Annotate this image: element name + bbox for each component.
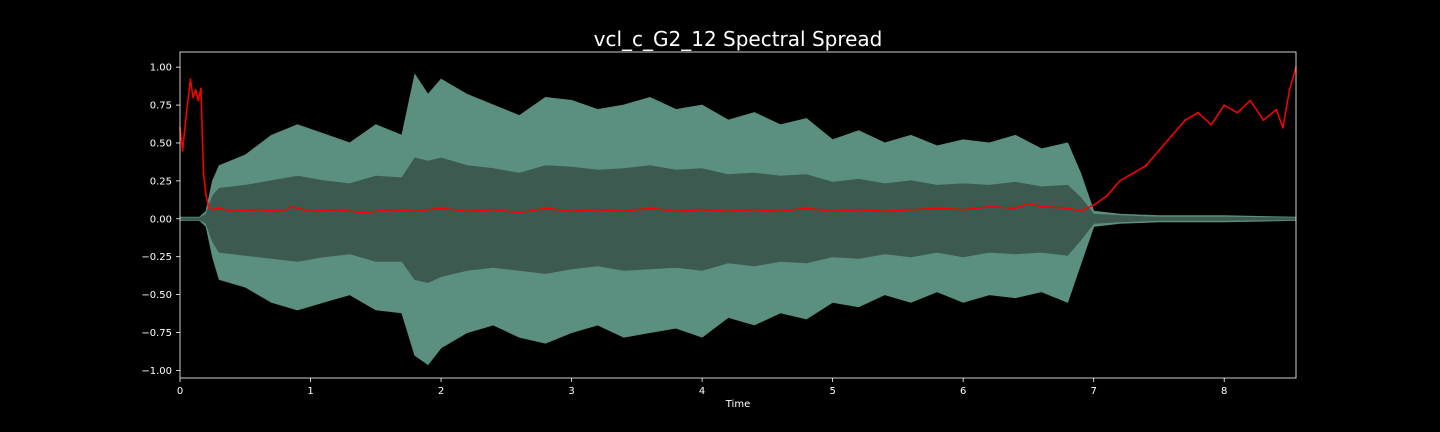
spectral-spread-point xyxy=(1210,123,1213,126)
spectral-spread-point xyxy=(1275,108,1278,111)
plot-frame xyxy=(179,51,1297,379)
x-tick-label: 8 xyxy=(1221,386,1227,397)
spectral-spread-point xyxy=(622,210,625,213)
y-tick-label: 0.00 xyxy=(150,214,172,225)
x-tick-label: 3 xyxy=(568,386,574,397)
spectral-spread-point xyxy=(207,205,210,208)
spectral-spread-point xyxy=(185,111,188,114)
x-tick-label: 0 xyxy=(177,386,183,397)
spectral-spread-point xyxy=(936,207,938,210)
spectral-spread-point xyxy=(1105,195,1108,197)
spectral-spread-point xyxy=(197,99,200,102)
spectral-spread-point xyxy=(1079,210,1082,213)
spectral-spread-point xyxy=(205,195,208,197)
spectral-spread-point xyxy=(649,207,651,210)
x-tick-label: 2 xyxy=(438,386,444,397)
spectral-spread-point xyxy=(805,207,808,210)
y-tick-label: 1.00 xyxy=(150,63,172,74)
spectral-spread-point xyxy=(596,208,599,211)
spectral-spread-point xyxy=(1066,207,1069,210)
spectral-spread-point xyxy=(1014,207,1017,210)
spectral-spread-point xyxy=(194,89,197,91)
spectral-spread-point xyxy=(1040,205,1043,208)
x-tick-label: 4 xyxy=(699,386,705,397)
spectral-spread-point xyxy=(570,210,573,213)
spectral-spread-point xyxy=(544,207,547,210)
spectral-spread-point xyxy=(218,207,221,210)
spectral-spread-point xyxy=(1288,89,1291,91)
spectral-spread-point xyxy=(440,207,442,210)
spectral-spread-point xyxy=(727,210,730,213)
spectral-spread-point xyxy=(857,208,860,211)
spectral-spread-point xyxy=(1158,149,1160,152)
axes: 0 1 2 3 4 5 6 7 8 1.00 0.75 0.50 0.25 0.00 −0.25 −0.50 −… xyxy=(141,51,1297,397)
spectral-spread-point xyxy=(361,211,364,214)
spectral-spread-point xyxy=(1027,202,1030,205)
spectral-spread-point xyxy=(1282,126,1284,129)
spectral-spread-point xyxy=(910,208,912,211)
spectral-spread-point xyxy=(1092,204,1095,207)
spectral-spread-point xyxy=(1262,119,1265,122)
y-tick-label: −0.25 xyxy=(141,252,172,263)
y-tick-label: −0.75 xyxy=(141,328,172,339)
spectral-spread-point xyxy=(988,205,991,208)
spectral-spread-point xyxy=(414,210,416,213)
spectral-spread-point xyxy=(675,210,677,213)
spectral-spread-point xyxy=(883,210,886,213)
spectral-spread-point xyxy=(1197,111,1199,114)
y-tick-label: 0.25 xyxy=(150,176,172,187)
spectral-spread-point xyxy=(257,208,260,211)
spectral-spread-point xyxy=(335,208,338,211)
spectral-spread-point xyxy=(309,210,312,213)
spectral-spread-point xyxy=(1145,164,1147,167)
spectral-spread-point xyxy=(200,87,202,90)
spectral-spread-point xyxy=(962,208,965,211)
spectral-spread-point xyxy=(1118,180,1121,182)
x-tick-label: 6 xyxy=(960,386,966,397)
x-tick-label: 5 xyxy=(829,386,835,397)
spectral-spread-point xyxy=(192,96,195,99)
spectral-spread-point xyxy=(283,210,286,213)
spectral-spread-point xyxy=(211,208,214,211)
spectral-spread-point xyxy=(779,210,782,213)
spectral-spread-point xyxy=(290,205,292,208)
spectral-spread-point xyxy=(1249,99,1252,102)
spectral-spread-point xyxy=(189,78,192,81)
x-tick-label: 1 xyxy=(307,386,313,397)
spectral-spread-point xyxy=(518,211,521,214)
spectral-spread-point xyxy=(1223,104,1226,106)
spectral-spread-point xyxy=(181,149,184,152)
x-tick-label: 7 xyxy=(1090,386,1096,397)
spectral-spread-point xyxy=(231,210,234,213)
spectral-spread-point xyxy=(202,172,205,175)
spectral-spread-point xyxy=(1184,119,1186,122)
spectral-spread-point xyxy=(1236,111,1239,114)
chart-title: vcl_c_G2_12 Spectral Spread xyxy=(594,27,883,51)
spectral-spread-point xyxy=(1171,134,1173,137)
y-tick-label: −0.50 xyxy=(141,290,172,301)
spectral-spread-point xyxy=(1131,172,1134,175)
spectral-spread-point xyxy=(701,208,703,211)
y-tick-label: −1.00 xyxy=(141,366,172,377)
spectral-spread-point xyxy=(387,208,390,211)
spectral-spread-point xyxy=(753,208,756,211)
spectral-spread-point xyxy=(492,208,495,211)
y-tick-label: 0.75 xyxy=(150,101,172,112)
x-axis-label: Time xyxy=(725,399,750,410)
spectral-spread-point xyxy=(831,210,834,213)
y-tick-label: 0.50 xyxy=(150,138,172,149)
spectral-spread-point xyxy=(466,210,469,213)
